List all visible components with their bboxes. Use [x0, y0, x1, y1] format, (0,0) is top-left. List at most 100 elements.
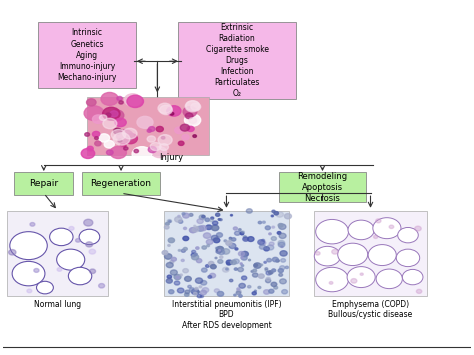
Circle shape — [200, 295, 203, 297]
Circle shape — [243, 237, 248, 241]
Circle shape — [229, 243, 236, 248]
Circle shape — [247, 237, 254, 241]
Circle shape — [242, 276, 247, 280]
Circle shape — [191, 250, 196, 253]
Circle shape — [240, 232, 244, 235]
Circle shape — [147, 136, 155, 142]
Circle shape — [280, 266, 285, 270]
Circle shape — [185, 101, 200, 112]
Circle shape — [246, 209, 252, 213]
Circle shape — [240, 263, 242, 264]
Text: Regeneration: Regeneration — [91, 179, 152, 188]
Circle shape — [190, 228, 196, 233]
Circle shape — [117, 130, 133, 142]
Circle shape — [184, 293, 189, 296]
Circle shape — [197, 294, 202, 298]
Circle shape — [197, 291, 200, 293]
Circle shape — [234, 268, 237, 270]
Circle shape — [120, 143, 126, 147]
Circle shape — [189, 213, 193, 216]
Circle shape — [376, 269, 402, 289]
Circle shape — [277, 231, 281, 234]
Text: Intrinsic
Genetics
Aging
Immuno-injury
Mechano-injury: Intrinsic Genetics Aging Immuno-injury M… — [57, 28, 117, 82]
Circle shape — [265, 268, 268, 270]
Circle shape — [148, 127, 155, 131]
Circle shape — [315, 252, 320, 255]
Circle shape — [241, 256, 247, 260]
Circle shape — [159, 144, 168, 151]
Circle shape — [252, 292, 256, 295]
Circle shape — [360, 273, 363, 275]
FancyBboxPatch shape — [82, 172, 160, 195]
Circle shape — [224, 240, 227, 242]
Circle shape — [190, 288, 195, 292]
Circle shape — [272, 210, 275, 213]
Circle shape — [189, 118, 197, 124]
Circle shape — [234, 294, 236, 296]
Circle shape — [229, 237, 232, 239]
Circle shape — [262, 239, 264, 241]
Text: Injury: Injury — [159, 153, 183, 162]
Circle shape — [205, 218, 210, 222]
Circle shape — [271, 215, 273, 217]
Circle shape — [268, 271, 273, 274]
Circle shape — [50, 228, 73, 246]
Circle shape — [259, 245, 265, 249]
Circle shape — [104, 141, 114, 148]
Circle shape — [265, 279, 271, 283]
Circle shape — [191, 253, 196, 257]
Circle shape — [348, 220, 374, 240]
Circle shape — [279, 273, 283, 276]
Circle shape — [282, 290, 288, 294]
Circle shape — [416, 289, 422, 293]
Circle shape — [206, 225, 212, 230]
Circle shape — [241, 257, 243, 259]
Circle shape — [57, 268, 62, 271]
Circle shape — [166, 262, 173, 268]
Circle shape — [183, 247, 187, 250]
Circle shape — [178, 141, 184, 146]
Circle shape — [254, 264, 257, 267]
Circle shape — [271, 282, 277, 286]
Circle shape — [273, 257, 278, 262]
Circle shape — [161, 136, 165, 139]
Circle shape — [274, 286, 278, 289]
Circle shape — [218, 250, 225, 255]
Circle shape — [247, 285, 251, 288]
Circle shape — [86, 242, 92, 247]
Circle shape — [84, 106, 104, 120]
Circle shape — [239, 295, 242, 297]
Circle shape — [196, 226, 198, 228]
Circle shape — [258, 240, 264, 245]
Circle shape — [199, 215, 205, 219]
Circle shape — [263, 221, 265, 223]
Circle shape — [279, 233, 286, 239]
Circle shape — [57, 249, 85, 270]
Circle shape — [373, 218, 401, 239]
Circle shape — [253, 269, 256, 272]
Circle shape — [264, 290, 270, 294]
Circle shape — [103, 118, 117, 129]
Text: Interstitial pneumonitis (IPF)
BPD
After RDS development: Interstitial pneumonitis (IPF) BPD After… — [172, 300, 281, 329]
Text: Remodeling
Apoptosis
Necrosis: Remodeling Apoptosis Necrosis — [297, 171, 347, 203]
Circle shape — [279, 224, 286, 229]
Circle shape — [166, 279, 173, 283]
Circle shape — [267, 245, 274, 250]
Circle shape — [203, 233, 211, 238]
Circle shape — [178, 250, 181, 251]
Circle shape — [9, 250, 16, 255]
Circle shape — [164, 254, 172, 259]
FancyBboxPatch shape — [178, 22, 296, 99]
Circle shape — [210, 273, 216, 278]
Circle shape — [226, 260, 232, 265]
Circle shape — [191, 103, 201, 110]
Circle shape — [210, 219, 213, 222]
Circle shape — [158, 135, 172, 145]
Circle shape — [235, 231, 240, 235]
Circle shape — [210, 264, 216, 269]
Circle shape — [194, 253, 197, 255]
Circle shape — [238, 251, 245, 256]
Circle shape — [285, 266, 289, 269]
Circle shape — [347, 267, 375, 288]
Circle shape — [248, 259, 250, 261]
